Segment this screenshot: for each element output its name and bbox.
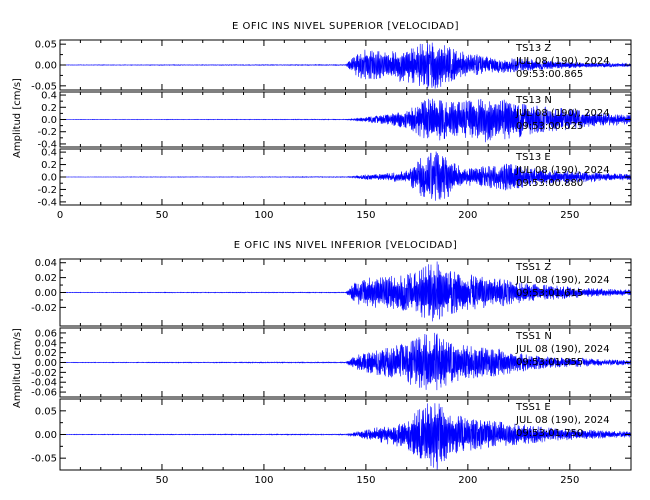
- time-label: 09:53:01.750: [516, 428, 583, 439]
- x-tick-label: 250: [560, 475, 579, 486]
- panel-tss1-e: 0.05 0.00 -0.05 TSS1 E JUL 08 (190), 2024 09:…: [31, 398, 632, 471]
- y-tick-label: -0.06: [31, 388, 57, 399]
- y-tick-label: 0.4: [41, 91, 57, 102]
- y-tick-label: -0.05: [31, 81, 57, 92]
- y-tick-label: 0.4: [41, 148, 57, 159]
- panel-tss1-z: 0.04 0.02 0.00 -0.02 TSS1 Z JUL 08 (190), 202…: [31, 258, 632, 327]
- x-tick-label: 0: [57, 210, 63, 221]
- y-tick-label: 0.00: [35, 358, 57, 369]
- station-label: TS13 E: [515, 152, 551, 163]
- x-tick-label: 200: [458, 475, 477, 486]
- station-label: TSS1 E: [515, 402, 551, 413]
- y-tick-label: -0.04: [31, 378, 57, 389]
- y-axis-label: Amplitud [cm/s]: [12, 78, 23, 158]
- date-label: JUL 08 (190), 2024: [515, 108, 610, 119]
- trace-line: [59, 42, 632, 89]
- time-label: 09:53:00.025: [516, 121, 583, 132]
- y-tick-label: 0.04: [35, 258, 57, 269]
- y-tick-label: 0.2: [41, 160, 57, 171]
- date-label: JUL 08 (190), 2024: [515, 275, 610, 286]
- y-tick-label: -0.05: [31, 454, 57, 465]
- y-tick-label: 0.0: [41, 115, 57, 126]
- y-tick-label: -0.4: [37, 139, 57, 150]
- date-label: JUL 08 (190), 2024: [515, 165, 610, 176]
- x-tick-label: 150: [356, 210, 375, 221]
- time-label: 09:53:00.880: [516, 178, 583, 189]
- y-axis-label: Amplitud [cm/s]: [12, 328, 23, 408]
- y-tick-label: -0.2: [37, 185, 57, 196]
- chart-group-2: E OFIC INS NIVEL INFERIOR [VELOCIDAD] Amp…: [12, 240, 632, 486]
- y-tick-label: 0.00: [35, 61, 57, 72]
- y-tick-label: 0.00: [35, 430, 57, 441]
- y-tick-label: 0.06: [35, 328, 57, 339]
- chart-title: E OFIC INS NIVEL INFERIOR [VELOCIDAD]: [234, 240, 457, 251]
- trace-line: [59, 151, 632, 201]
- date-label: JUL 08 (190), 2024: [515, 344, 610, 355]
- x-tick-label: 250: [560, 210, 579, 221]
- panel-ts13-z: 0.05 0.00 -0.05 TS13 Z JUL 08 (190), 2024 09:…: [31, 39, 632, 92]
- station-label: TS13 Z: [515, 43, 551, 54]
- x-tick-label: 100: [254, 210, 273, 221]
- panel-ts13-e: 0.40.2 0.0-0.2-0.4 TS13 E JUL 08 (190), 202…: [37, 148, 632, 208]
- time-label: 09:53:00.865: [516, 69, 583, 80]
- date-label: JUL 08 (190), 2024: [515, 56, 610, 67]
- trace-line: [59, 261, 632, 322]
- date-label: JUL 08 (190), 2024: [515, 415, 610, 426]
- trace-line: [59, 403, 632, 470]
- x-tick-label: 50: [156, 475, 169, 486]
- x-tick-label: 100: [254, 475, 273, 486]
- x-tick-label: 50: [156, 210, 169, 221]
- y-tick-label: -0.2: [37, 127, 57, 138]
- x-tick-label: 150: [356, 475, 375, 486]
- y-tick-label: 0.05: [35, 40, 57, 51]
- panel-tss1-n: 0.060.040.020.00-0.02-0.04-0.06 TSS1 N JUL…: [31, 327, 632, 399]
- trace-line: [60, 98, 632, 143]
- time-label: 09:53:01.615: [516, 288, 583, 299]
- panel-ts13-n: 0.40.20.0-0.2-0.4 TS13 N JUL 08 (190), 202…: [37, 91, 632, 150]
- y-tick-label: 0.04: [35, 338, 57, 349]
- y-tick-label: 0.2: [41, 103, 57, 114]
- y-tick-label: 0.05: [35, 406, 57, 417]
- time-label: 09:53:01.955: [516, 357, 583, 368]
- y-tick-label: 0.00: [35, 288, 57, 299]
- y-tick-label: -0.02: [31, 368, 57, 379]
- y-tick-label: -0.02: [31, 303, 57, 314]
- chart-group-1: E OFIC INS NIVEL SUPERIOR [VELOCIDAD] Amp…: [12, 21, 632, 221]
- x-tick-label: 200: [458, 210, 477, 221]
- y-tick-label: -0.4: [37, 197, 57, 208]
- chart-title: E OFIC INS NIVEL SUPERIOR [VELOCIDAD]: [232, 21, 459, 32]
- trace-line: [59, 332, 632, 391]
- y-tick-label: 0.0: [41, 173, 57, 184]
- station-label: TSS1 Z: [515, 262, 551, 273]
- station-label: TS13 N: [515, 95, 552, 106]
- y-tick-label: 0.02: [35, 273, 57, 284]
- station-label: TSS1 N: [515, 331, 552, 342]
- y-tick-label: 0.02: [35, 348, 57, 359]
